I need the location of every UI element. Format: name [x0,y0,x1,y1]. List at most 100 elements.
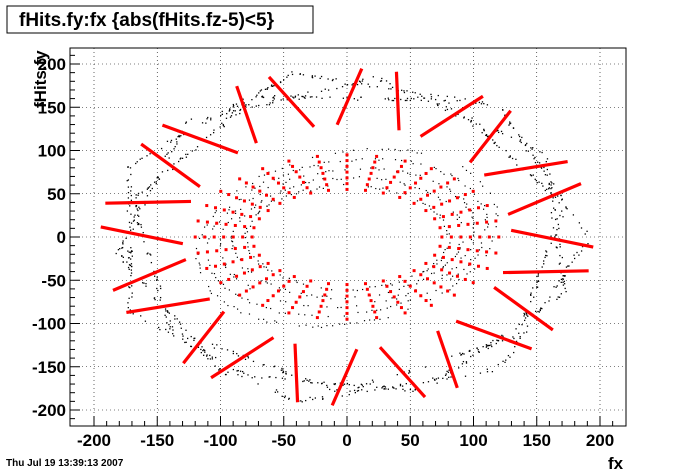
black-hit-point [543,260,545,262]
black-hit-point [209,354,211,357]
black-hit-point [201,234,203,236]
red-hit-point [231,210,235,214]
black-hit-point [308,380,310,382]
black-hit-point [205,355,208,357]
black-hit-point [258,92,260,94]
red-hit-point [287,191,291,195]
black-hit-point [130,247,132,249]
black-hit-point [224,287,226,289]
black-hit-point [562,216,564,218]
black-hit-point [178,134,180,137]
black-hit-point [301,166,303,168]
black-hit-point [137,194,139,196]
black-hit-point [424,366,427,368]
black-hit-point [356,390,359,392]
black-hit-point [515,340,518,343]
black-hit-point [301,401,303,403]
black-hit-point [247,268,249,270]
black-hit-point [552,200,554,202]
red-hit-point [301,290,305,294]
black-hit-point [282,98,284,100]
black-hit-point [481,101,484,103]
black-hit-point [366,311,368,313]
black-hit-point [524,319,526,322]
black-hit-point [509,156,511,158]
black-hit-point [463,353,465,355]
black-hit-point [239,370,242,372]
black-hit-point [324,88,326,90]
black-hit-point [195,247,198,250]
black-hit-point [462,360,465,363]
black-hit-point [128,221,131,224]
black-hit-point [215,276,217,279]
black-hit-point [521,136,523,139]
black-hit-point [326,386,329,388]
red-hit-point [369,299,373,303]
black-hit-point [559,254,561,257]
black-hit-point [550,193,553,195]
black-hit-point [251,189,253,191]
black-hit-point [504,361,506,363]
red-hit-point [439,285,443,289]
black-hit-point [495,226,497,228]
black-hit-point [122,243,124,245]
black-hit-point [203,226,206,228]
black-hit-point [225,263,227,265]
red-hit-point [345,153,349,157]
black-hit-point [305,378,307,380]
black-hit-point [475,123,477,125]
black-hit-point [247,271,249,273]
black-hit-point [452,275,454,277]
black-hit-point [515,328,517,330]
black-hit-point [567,265,569,267]
black-hit-point [360,83,363,85]
black-hit-point [484,205,486,207]
black-hit-point [262,263,264,265]
black-hit-point [512,336,514,338]
black-hit-point [237,294,239,296]
black-hit-point [533,158,535,160]
black-hit-point [565,207,567,209]
black-hit-point [424,203,426,205]
black-hit-point [539,309,541,311]
black-hit-point [576,251,578,254]
black-hit-point [502,360,504,362]
black-hit-point [144,204,146,206]
black-hit-point [518,134,520,136]
black-hit-point [233,305,235,308]
black-hit-point [383,385,385,387]
red-hit-spoke [394,71,401,131]
black-hit-point [427,100,430,102]
black-hit-point [442,219,445,221]
black-hit-point [223,125,225,128]
black-hit-point [303,96,305,99]
black-hit-point [244,236,246,239]
black-hit-point [337,306,339,309]
black-hit-point [270,307,272,310]
black-hit-point [379,188,381,190]
black-hit-point [138,222,140,225]
black-hit-point [127,186,130,188]
black-hit-point [515,158,517,160]
black-hit-point [402,388,404,391]
y-tick-label: 150 [38,98,66,117]
black-hit-point [554,218,557,221]
black-hit-point [271,84,273,86]
black-hit-point [479,181,481,183]
red-hit-point [438,244,442,248]
black-hit-point [187,337,189,340]
red-hit-point [476,264,480,268]
black-hit-point [344,298,346,300]
black-hit-point [219,368,221,370]
black-hit-point [430,208,432,210]
red-hit-point [367,293,371,297]
black-hit-point [473,193,476,195]
black-hit-point [552,227,555,229]
black-hit-point [159,328,161,331]
black-hit-point [154,275,156,277]
black-hit-point [455,267,458,269]
red-hit-point [381,191,385,195]
black-hit-point [176,143,178,145]
black-hit-point [419,174,421,176]
black-hit-point [399,181,401,183]
